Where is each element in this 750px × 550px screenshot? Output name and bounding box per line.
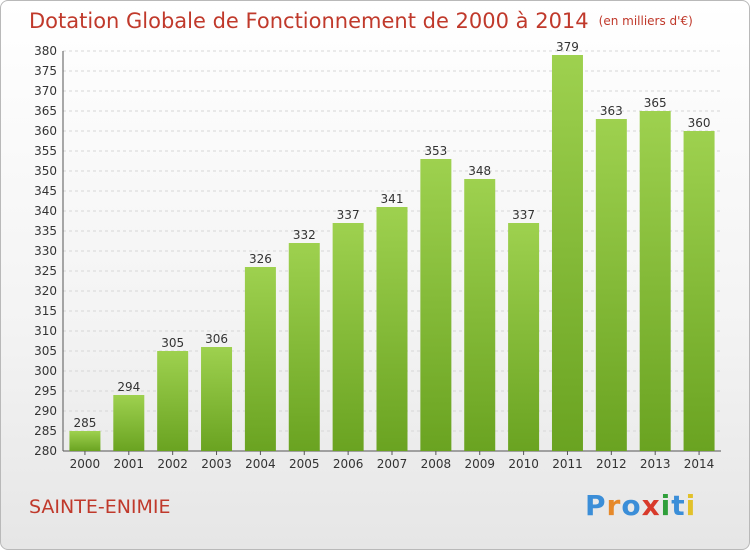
data-label: 306 [205, 332, 228, 346]
y-tick-label: 335 [34, 224, 57, 238]
y-tick-label: 370 [34, 84, 57, 98]
x-tick-label: 2007 [377, 457, 408, 471]
logo-letter: o [621, 489, 642, 522]
logo-letter: t [671, 489, 686, 522]
x-tick-label: 2002 [157, 457, 188, 471]
logo-letter: x [641, 489, 661, 522]
bar [595, 119, 627, 451]
chart-title: Dotation Globale de Fonctionnement de 20… [29, 9, 693, 33]
bar [683, 131, 715, 451]
data-label: 360 [688, 116, 711, 130]
bar [376, 207, 408, 451]
data-label: 332 [293, 228, 316, 242]
y-tick-label: 350 [34, 164, 57, 178]
proxiti-logo: Proxiti [585, 489, 696, 522]
chart-unit: (en milliers d'€) [598, 14, 693, 28]
x-tick-label: 2004 [245, 457, 276, 471]
y-tick-label: 285 [34, 424, 57, 438]
x-tick-label: 2013 [640, 457, 671, 471]
x-tick-label: 2000 [70, 457, 101, 471]
data-label: 353 [424, 144, 447, 158]
commune-name: SAINTE-ENIMIE [29, 496, 171, 518]
y-tick-label: 355 [34, 144, 57, 158]
bar [508, 223, 540, 451]
y-tick-label: 315 [34, 304, 57, 318]
logo-letter: i [685, 489, 697, 522]
data-label: 348 [468, 164, 491, 178]
bar [464, 179, 496, 451]
bar [69, 431, 101, 451]
x-tick-label: 2008 [421, 457, 452, 471]
data-label: 294 [117, 380, 140, 394]
y-tick-label: 345 [34, 184, 57, 198]
y-tick-label: 330 [34, 244, 57, 258]
data-label: 341 [381, 192, 404, 206]
y-tick-label: 380 [34, 44, 57, 58]
data-label: 305 [161, 336, 184, 350]
x-tick-label: 2011 [552, 457, 583, 471]
y-tick-label: 300 [34, 364, 57, 378]
bar [113, 395, 145, 451]
data-label: 365 [644, 96, 667, 110]
y-tick-label: 280 [34, 444, 57, 458]
x-tick-label: 2009 [464, 457, 495, 471]
x-tick-label: 2010 [508, 457, 539, 471]
data-label: 379 [556, 40, 579, 54]
bar [639, 111, 671, 451]
data-label: 337 [337, 208, 360, 222]
logo-letter: i [660, 489, 672, 522]
x-tick-label: 2001 [114, 457, 145, 471]
x-tick-label: 2012 [596, 457, 627, 471]
x-tick-label: 2014 [684, 457, 715, 471]
data-label: 363 [600, 104, 623, 118]
data-label: 326 [249, 252, 272, 266]
logo-letter: r [606, 489, 622, 522]
y-tick-label: 295 [34, 384, 57, 398]
y-tick-label: 360 [34, 124, 57, 138]
chart-title-text: Dotation Globale de Fonctionnement de 20… [29, 9, 589, 33]
y-tick-label: 365 [34, 104, 57, 118]
x-tick-label: 2006 [333, 457, 364, 471]
y-tick-label: 325 [34, 264, 57, 278]
bar [244, 267, 276, 451]
y-tick-label: 320 [34, 284, 57, 298]
bar [551, 55, 583, 451]
x-tick-label: 2003 [201, 457, 232, 471]
y-tick-label: 305 [34, 344, 57, 358]
y-tick-label: 375 [34, 64, 57, 78]
bar [332, 223, 364, 451]
y-tick-label: 310 [34, 324, 57, 338]
data-label: 337 [512, 208, 535, 222]
bar [157, 351, 189, 451]
data-label: 285 [73, 416, 96, 430]
bar [201, 347, 233, 451]
bar [420, 159, 452, 451]
y-tick-label: 340 [34, 204, 57, 218]
y-tick-label: 290 [34, 404, 57, 418]
x-tick-label: 2005 [289, 457, 320, 471]
logo-letter: P [585, 489, 607, 522]
bar [288, 243, 320, 451]
